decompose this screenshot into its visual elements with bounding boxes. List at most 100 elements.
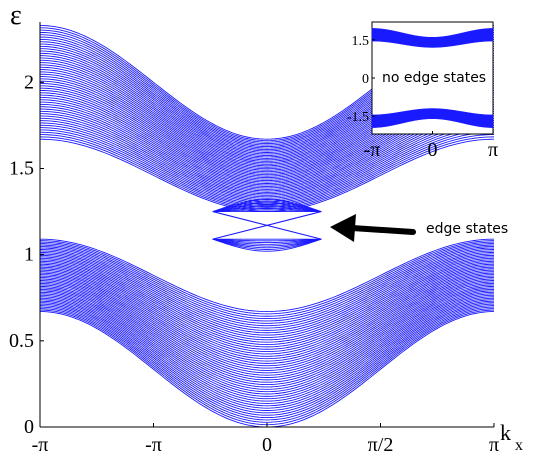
lower-band-line	[39, 238, 495, 312]
inset-y-ticks: 1.5 0 -1.5	[347, 34, 375, 125]
lower-band-line	[39, 260, 495, 348]
inset-y-tick-label: 0	[362, 72, 369, 87]
inset-y-tick-label: -1.5	[347, 110, 369, 125]
lower-band-line	[39, 280, 495, 378]
upper-pocket-line	[212, 200, 322, 213]
edge-states-label: edge states	[426, 221, 508, 237]
upper-band-line	[39, 129, 495, 207]
main-x-ticks: -π -π 0 π/2 π	[32, 423, 499, 456]
lower-band-line	[39, 284, 495, 386]
lower-band-line	[39, 269, 495, 362]
lower-band-line	[39, 281, 495, 381]
x-tick-label: π/2	[368, 434, 394, 456]
inset-annotation-label: no edge states	[382, 70, 486, 86]
lower-band-line	[39, 253, 495, 336]
edge-states-arrow	[330, 214, 416, 242]
lower-band-line	[39, 308, 495, 423]
lower-band-line	[39, 287, 495, 390]
inset-y-tick-label: 1.5	[352, 34, 370, 49]
x-tick-label: -π	[145, 434, 162, 456]
lower-band-line	[39, 251, 495, 334]
edge-state-lines	[212, 211, 322, 240]
lower-band-line	[39, 283, 495, 383]
lower-band-line	[39, 299, 495, 409]
lower-band-line	[39, 254, 495, 338]
lower-band-line	[39, 294, 495, 402]
lower-band-line	[39, 303, 495, 416]
upper-band-line	[39, 127, 495, 205]
upper-pocket-line	[212, 207, 322, 213]
lower-band-line	[39, 271, 495, 364]
lower-band-line	[39, 268, 495, 360]
lower-band-line	[39, 243, 495, 320]
inset-upper-band	[371, 28, 494, 48]
inset-plot: 1.5 0 -1.5 -π 0 π no edge states	[347, 21, 498, 161]
lower-band-line	[39, 240, 495, 315]
lower-band-line	[39, 244, 495, 322]
upper-band-line	[39, 117, 495, 199]
inset-lower-band	[371, 108, 494, 128]
upper-band-line	[39, 115, 495, 198]
lower-band-line	[39, 265, 495, 355]
lower-pocket-line	[212, 238, 322, 249]
inset-x-tick-label: 0	[428, 139, 438, 161]
y-tick-label: 1	[24, 244, 34, 266]
upper-pocket-line	[212, 199, 322, 212]
lower-pocket-line	[212, 238, 322, 244]
main-y-ticks: 0 0.5 1 1.5 2	[9, 71, 44, 438]
lower-pocket-line	[212, 238, 322, 242]
lower-band-line	[39, 274, 495, 369]
y-tick-label: 0.5	[9, 330, 34, 352]
inset-annotation-background	[379, 67, 491, 87]
lower-band-line	[39, 275, 495, 371]
lower-pocket-line	[212, 238, 322, 250]
lower-band-line	[39, 300, 495, 411]
lower-band-line	[39, 247, 495, 327]
lower-band-line	[39, 306, 495, 421]
lower-band-line	[39, 259, 495, 345]
edge-state-line	[212, 211, 322, 240]
lower-band-line	[39, 288, 495, 393]
upper-pocket-line	[212, 205, 322, 213]
y-tick-label: 2	[24, 71, 34, 93]
upper-band-line	[39, 134, 495, 210]
lower-band-line	[39, 241, 495, 317]
lower-band-line	[39, 290, 495, 395]
x-tick-label: π	[489, 434, 499, 456]
x-tick-label: 0	[262, 434, 272, 456]
y-tick-label: 0	[24, 416, 34, 438]
lower-band-line	[39, 277, 495, 374]
lower-band-line	[39, 291, 495, 397]
lower-band-line	[39, 272, 495, 367]
lower-pocket-line	[212, 238, 322, 252]
lower-band-line	[39, 257, 495, 343]
lower-band-line	[39, 262, 495, 350]
lower-band-line	[39, 246, 495, 324]
lower-band-line	[39, 266, 495, 357]
upper-pocket-line	[212, 209, 322, 213]
inset-x-tick-label: -π	[364, 139, 381, 161]
inset-x-tick-label: π	[488, 139, 498, 161]
y-axis-title: ε	[10, 0, 22, 31]
upper-pocket-line	[212, 204, 322, 213]
lower-pocket-line	[212, 238, 322, 245]
lower-band-line	[39, 250, 495, 331]
lower-band-line	[39, 285, 495, 388]
lower-band-line	[39, 302, 495, 414]
lower-band-line	[39, 249, 495, 329]
x-tick-label: -π	[32, 434, 49, 456]
lower-band-line	[39, 278, 495, 376]
lower-pocket-line	[212, 238, 322, 247]
x-axis-title: k	[500, 420, 511, 445]
lower-band-line	[39, 305, 495, 419]
lower-band-line	[39, 293, 495, 400]
lower-band-line	[39, 296, 495, 404]
lower-band-line	[39, 256, 495, 341]
inset-band-fills	[371, 28, 494, 128]
inset-x-ticks: -π 0 π	[364, 131, 498, 161]
upper-pocket-line	[212, 202, 322, 213]
lower-band-line	[39, 297, 495, 407]
upper-band-line	[39, 131, 495, 208]
x-axis-title-subscript: x	[515, 437, 523, 454]
